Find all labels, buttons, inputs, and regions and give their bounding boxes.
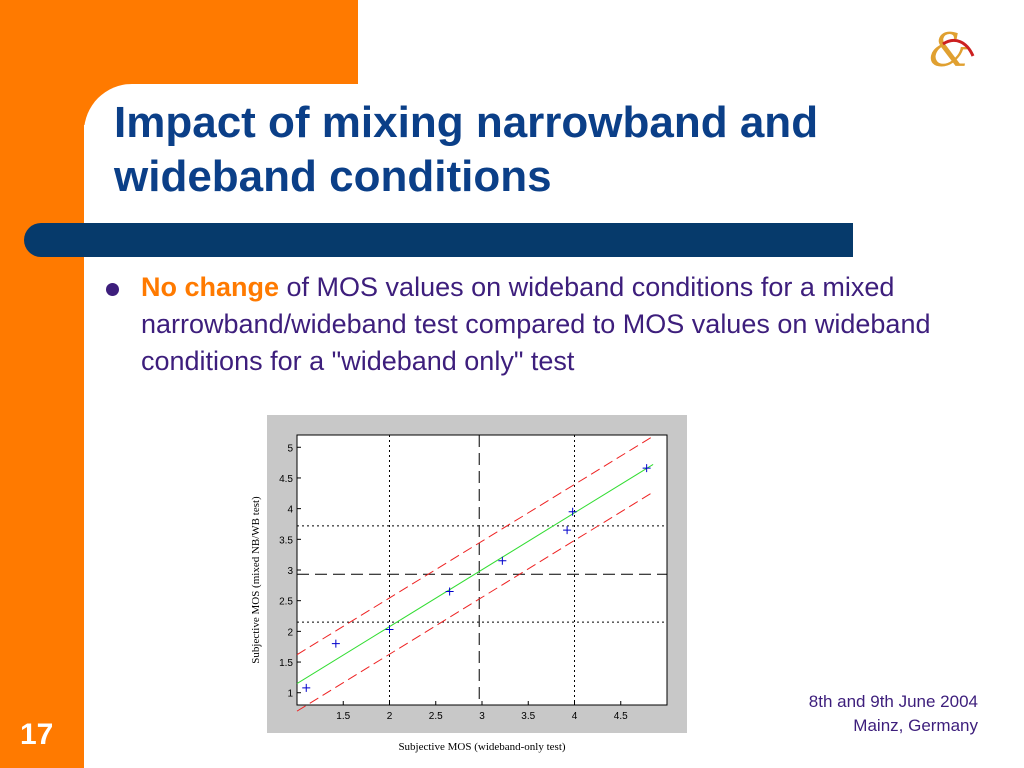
x-axis-label: Subjective MOS (wideband-only test) xyxy=(398,741,565,753)
data-point xyxy=(331,639,340,648)
y-tick-label: 1 xyxy=(287,689,293,700)
bullet-highlight: No change xyxy=(141,272,280,302)
x-tick-label: 4.5 xyxy=(614,711,628,722)
y-tick-label: 5 xyxy=(287,443,293,454)
data-point xyxy=(498,556,507,565)
data-point xyxy=(563,526,572,535)
footer-location: Mainz, Germany xyxy=(853,716,978,735)
regression-fit-line xyxy=(296,464,654,684)
data-point xyxy=(302,683,311,692)
data-point xyxy=(385,625,394,634)
bullet-body: of MOS values on wideband conditions for… xyxy=(141,272,931,376)
x-tick-label: 3 xyxy=(479,711,485,722)
slide-title: Impact of mixing narrowband and wideband… xyxy=(114,98,819,201)
mos-scatter-chart: 1.5 2 2.5 3 3.5 4 4.5 1 1.5 2 2.5 3 3.5 4 4.5 5 Subjecti… xyxy=(237,413,687,755)
data-point xyxy=(568,507,577,516)
footer: 8th and 9th June 2004 Mainz, Germany xyxy=(809,690,978,738)
slide-number: 17 xyxy=(20,718,54,751)
y-tick-label: 1.5 xyxy=(279,658,293,669)
title-underline-bar xyxy=(24,223,853,257)
y-tick-label: 4 xyxy=(287,505,293,516)
x-tick-label: 1.5 xyxy=(336,711,350,722)
y-tick-label: 4.5 xyxy=(279,474,293,485)
chart-svg: 1.5 2 2.5 3 3.5 4 4.5 1 1.5 2 2.5 3 3.5 4 4.5 5 Subjecti… xyxy=(250,415,687,753)
footer-date: 8th and 9th June 2004 xyxy=(808,692,978,711)
x-tick-label: 4 xyxy=(572,711,578,722)
x-tick-label: 3.5 xyxy=(521,711,535,722)
bullet-icon xyxy=(106,283,119,296)
y-tick-label: 3 xyxy=(287,566,293,577)
y-tick-label: 3.5 xyxy=(279,535,293,546)
data-point xyxy=(642,464,651,473)
y-tick-label: 2.5 xyxy=(279,597,293,608)
confidence-upper-line xyxy=(296,435,654,656)
x-tick-label: 2.5 xyxy=(429,711,443,722)
x-tick-label: 2 xyxy=(387,711,393,722)
confidence-lower-line xyxy=(296,491,654,712)
orange-side-bar xyxy=(0,0,84,768)
data-point xyxy=(445,587,454,596)
ampersand-logo-icon: & xyxy=(929,23,975,74)
y-axis-label: Subjective MOS (mixed NB/WB test) xyxy=(250,496,262,664)
svg-text:&: & xyxy=(929,23,970,74)
bullet-text: No change of MOS values on wideband cond… xyxy=(141,269,991,380)
y-tick-label: 2 xyxy=(287,627,293,638)
